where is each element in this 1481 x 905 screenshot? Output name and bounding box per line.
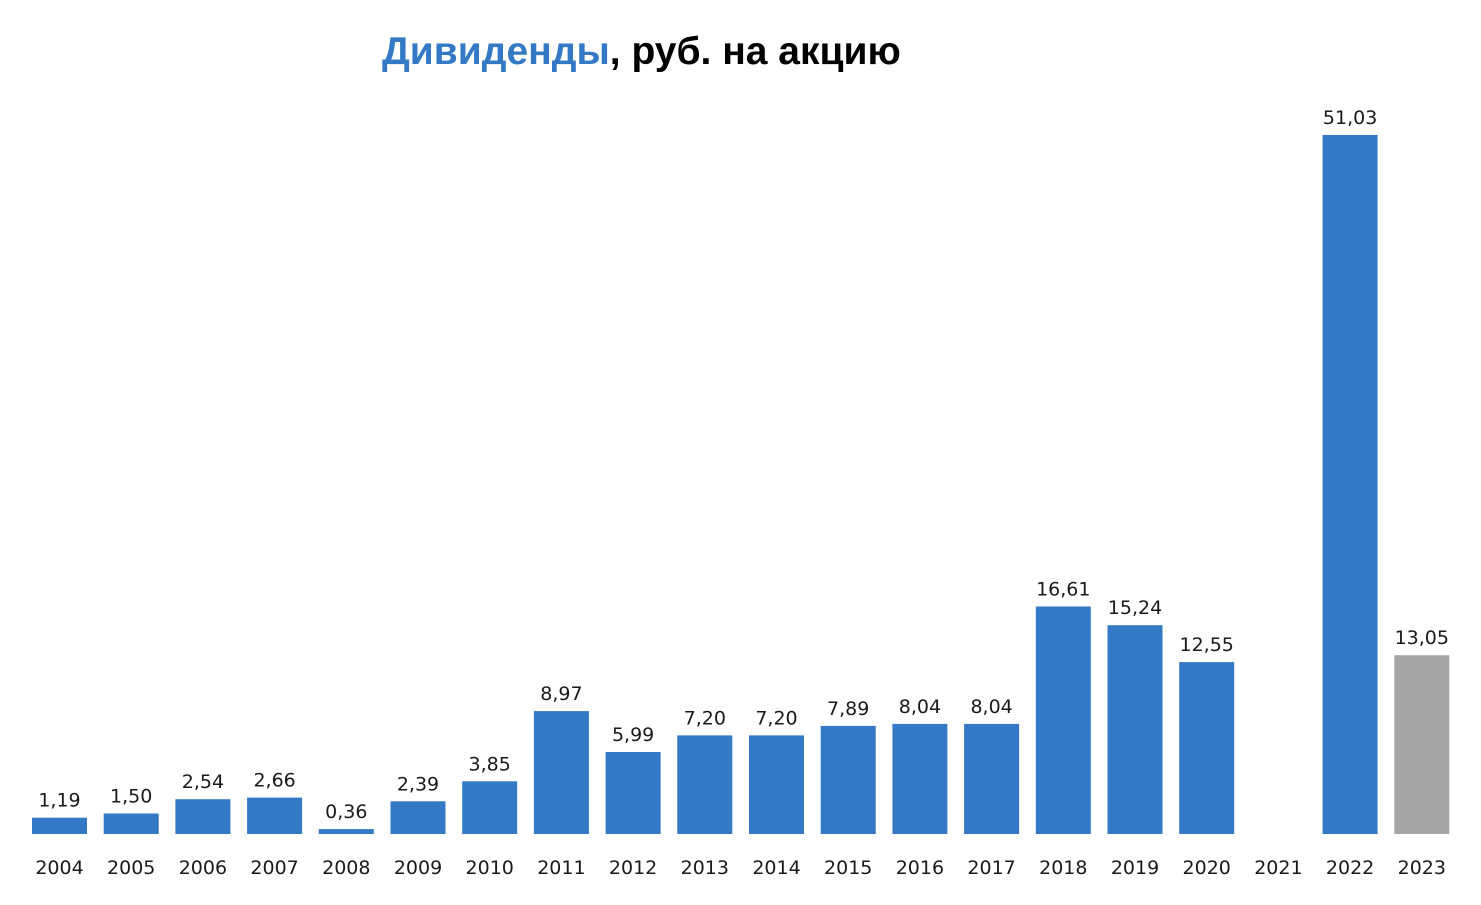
value-label-2007: 2,66: [253, 770, 295, 792]
value-label-2019: 15,24: [1108, 597, 1162, 619]
value-label-2013: 7,20: [684, 707, 726, 729]
x-tick-label-2010: 2010: [466, 857, 514, 879]
chart-title-rest: , руб. на акцию: [609, 30, 901, 73]
x-tick-label-2004: 2004: [35, 857, 83, 879]
bar-2016: [892, 723, 948, 834]
value-label-2009: 2,39: [397, 773, 439, 795]
bar-2007: [247, 797, 303, 834]
x-tick-label-2021: 2021: [1254, 857, 1302, 879]
value-label-2008: 0,36: [325, 801, 367, 823]
x-tick-label-2011: 2011: [537, 857, 585, 879]
x-axis-tick-labels: 2004 2005 2006 2007 2008 2009 2010 2011 2012 2013…: [35, 857, 1446, 879]
value-label-2016: 8,04: [899, 696, 941, 718]
x-tick-label-2015: 2015: [824, 857, 872, 879]
value-label-2015: 7,89: [827, 698, 869, 720]
bar-2009: [390, 801, 446, 834]
value-label-2020: 12,55: [1179, 634, 1233, 656]
bar-2023: [1394, 655, 1450, 834]
x-tick-label-2012: 2012: [609, 857, 657, 879]
value-label-2006: 2,54: [182, 771, 224, 793]
x-tick-label-2009: 2009: [394, 857, 442, 879]
x-tick-label-2008: 2008: [322, 857, 370, 879]
x-tick-label-2013: 2013: [681, 857, 729, 879]
value-label-2004: 1,19: [38, 790, 80, 812]
value-label-2018: 16,61: [1036, 579, 1090, 601]
value-label-2023: 13,05: [1395, 627, 1449, 649]
bar-2011: [533, 711, 589, 834]
value-labels-layer: 1,19 1,50 2,54 2,66 0,36 2,39 3,85 8,97 5,99 7,20…: [38, 107, 1449, 823]
x-tick-label-2017: 2017: [967, 857, 1015, 879]
bar-2020: [1179, 662, 1235, 834]
value-label-2011: 8,97: [540, 683, 582, 705]
bar-2022: [1322, 135, 1378, 834]
x-tick-label-2014: 2014: [752, 857, 800, 879]
x-tick-label-2023: 2023: [1398, 857, 1446, 879]
x-tick-label-2022: 2022: [1326, 857, 1374, 879]
bar-2018: [1035, 606, 1091, 834]
chart-title-accent: Дивиденды: [382, 30, 610, 73]
x-tick-label-2006: 2006: [179, 857, 227, 879]
bar-2015: [820, 725, 876, 834]
value-label-2005: 1,50: [110, 786, 152, 808]
value-label-2012: 5,99: [612, 724, 654, 746]
bar-2012: [605, 752, 661, 834]
x-tick-label-2019: 2019: [1111, 857, 1159, 879]
bar-2005: [103, 813, 159, 834]
bars-layer: [32, 135, 1450, 834]
bar-2017: [964, 723, 1020, 834]
bar-2008: [318, 829, 374, 834]
x-tick-label-2007: 2007: [250, 857, 298, 879]
bar-2013: [677, 735, 733, 834]
bar-2010: [462, 781, 518, 834]
x-tick-label-2016: 2016: [896, 857, 944, 879]
bar-2019: [1107, 625, 1163, 834]
chart-title: Дивиденды, руб. на акцию: [382, 30, 901, 74]
value-label-2022: 51,03: [1323, 107, 1377, 129]
value-label-2017: 8,04: [970, 696, 1012, 718]
x-tick-label-2018: 2018: [1039, 857, 1087, 879]
bar-2014: [749, 735, 804, 834]
value-label-2010: 3,85: [469, 753, 511, 775]
bar-2006: [175, 799, 231, 834]
x-tick-label-2005: 2005: [107, 857, 155, 879]
bar-2004: [32, 817, 87, 834]
value-label-2014: 7,20: [755, 707, 797, 729]
x-tick-label-2020: 2020: [1183, 857, 1231, 879]
